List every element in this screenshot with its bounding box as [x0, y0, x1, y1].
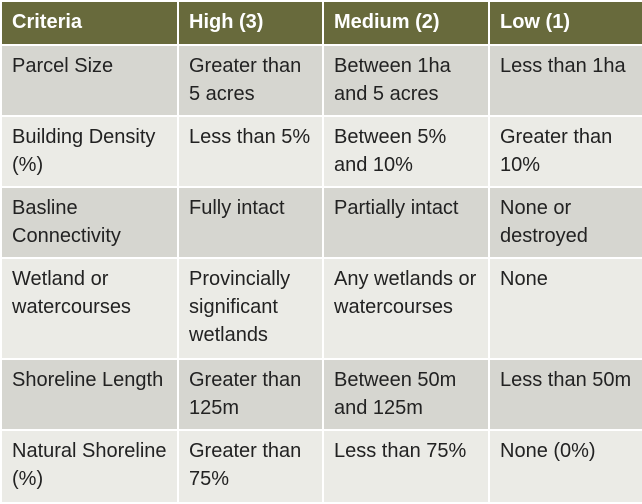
table-cell: Less than 75% — [322, 429, 490, 504]
table-cell: Between 50m and 125m — [322, 358, 490, 431]
table-row: Shoreline Length Greater than 125m Between… — [0, 358, 642, 431]
table-row: Wetland or watercourses Provincially sign… — [0, 257, 642, 360]
table-cell: None (0%) — [488, 429, 642, 504]
table-cell: Partially intact — [322, 186, 490, 259]
header-cell: Medium (2) — [322, 0, 490, 46]
table-cell: Greater than 125m — [177, 358, 324, 431]
criteria-cell: Wetland or watercourses — [0, 257, 179, 360]
table-cell: Fully intact — [177, 186, 324, 259]
table-cell: Greater than 10% — [488, 115, 642, 188]
table-cell: None or destroyed — [488, 186, 642, 259]
table-cell: Less than 5% — [177, 115, 324, 188]
table-cell: None — [488, 257, 642, 360]
table-cell: Greater than 75% — [177, 429, 324, 504]
criteria-cell: Basline Connectivity — [0, 186, 179, 259]
table-cell: Greater than 5 acres — [177, 44, 324, 117]
criteria-cell: Parcel Size — [0, 44, 179, 117]
table-row: Natural Shoreline (%) Greater than 75% Les… — [0, 429, 642, 504]
header-cell: High (3) — [177, 0, 324, 46]
table-row: Basline Connectivity Fully intact Partiall… — [0, 186, 642, 259]
criteria-cell: Shoreline Length — [0, 358, 179, 431]
criteria-cell: Natural Shoreline (%) — [0, 429, 179, 504]
table-cell: Less than 1ha — [488, 44, 642, 117]
header-cell: Low (1) — [488, 0, 642, 46]
table-row: Parcel Size Greater than 5 acres Between 1… — [0, 44, 642, 117]
table-cell: Provincially significant wetlands — [177, 257, 324, 360]
table-cell: Between 5% and 10% — [322, 115, 490, 188]
table-cell: Any wetlands or watercourses — [322, 257, 490, 360]
header-row: Criteria High (3) Medium (2) Low (1) — [0, 0, 642, 46]
table-cell: Less than 50m — [488, 358, 642, 431]
table-row: Building Density (%) Less than 5% Between … — [0, 115, 642, 188]
criteria-cell: Building Density (%) — [0, 115, 179, 188]
table-cell: Between 1ha and 5 acres — [322, 44, 490, 117]
header-cell: Criteria — [0, 0, 179, 46]
